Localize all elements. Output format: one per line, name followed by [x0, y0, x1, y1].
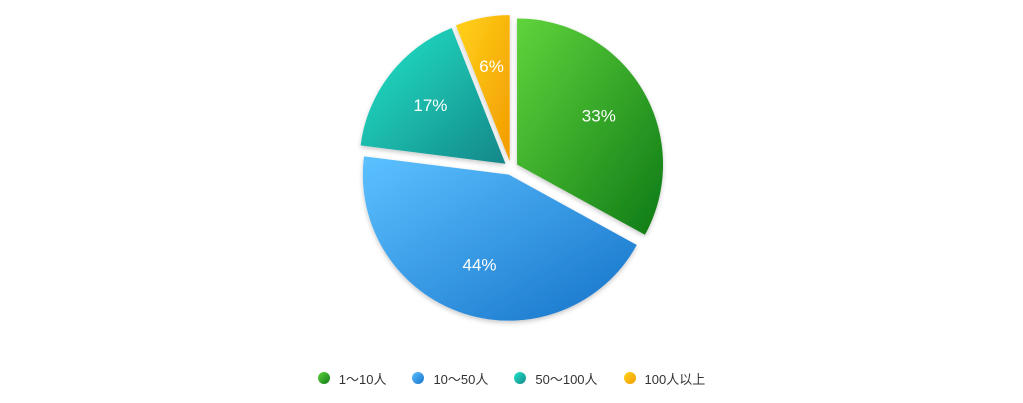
slice-label: 6%: [479, 57, 504, 76]
legend-label: 100人以上: [644, 371, 706, 387]
pie-slices: [360, 15, 664, 321]
legend-marker-icon: [514, 372, 527, 384]
legend-marker-icon: [317, 372, 330, 384]
legend-item-10-50[interactable]: 10〜50人: [412, 369, 488, 388]
legend-label: 1〜10人: [338, 371, 387, 387]
legend-marker-icon: [623, 372, 636, 384]
slice-label: 44%: [462, 256, 496, 275]
slice-50-100[interactable]: [360, 27, 506, 164]
legend-item-100-plus[interactable]: 100人以上: [623, 369, 706, 388]
slice-label: 33%: [582, 107, 616, 126]
legend-item-50-100[interactable]: 50〜100人: [514, 369, 598, 388]
legend-label: 50〜100人: [535, 371, 598, 387]
slice-1-10[interactable]: [517, 18, 664, 235]
slice-label: 17%: [413, 96, 447, 115]
legend-label: 10〜50人: [433, 371, 489, 387]
legend-item-1-10[interactable]: 1〜10人: [317, 369, 387, 388]
slice-100-plus[interactable]: [455, 15, 510, 162]
pie-labels: 33% 44% 17% 6%: [413, 57, 615, 275]
slice-10-50[interactable]: [362, 156, 637, 321]
legend: 1〜10人 10〜50人 50〜100人 100人以上: [0, 366, 1023, 390]
legend-marker-icon: [412, 372, 425, 384]
